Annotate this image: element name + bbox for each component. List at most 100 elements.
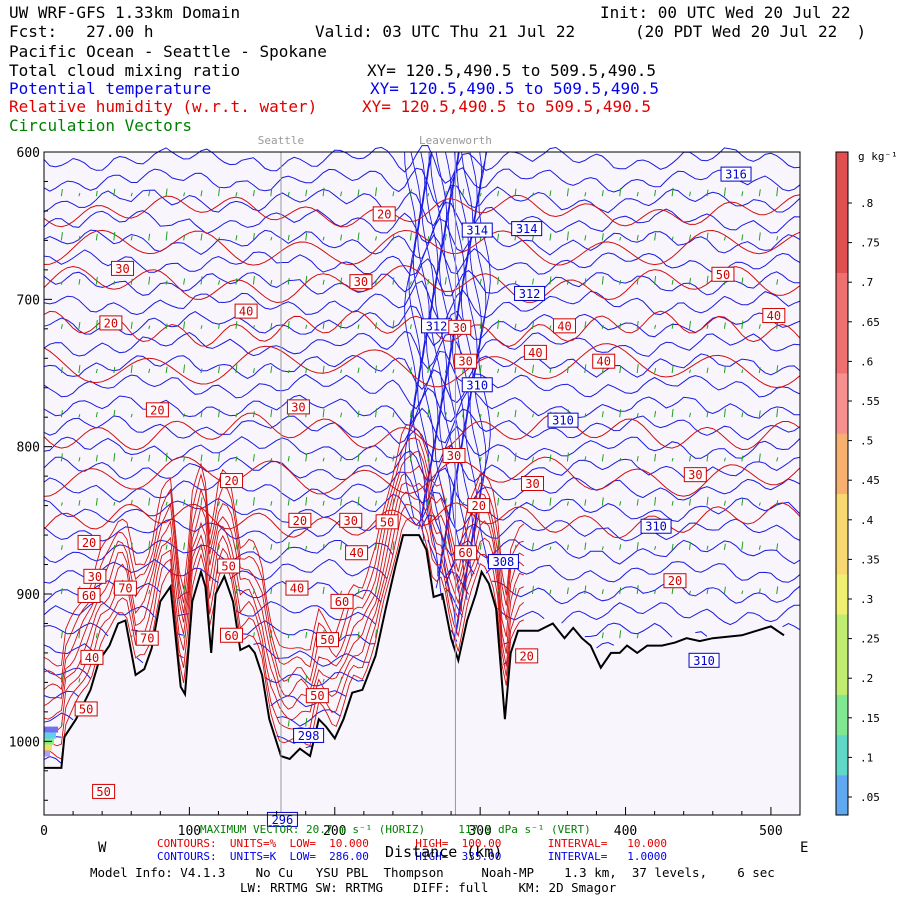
colorbar-tick-label: .3 (860, 593, 873, 606)
circulation-vector (270, 501, 273, 506)
rh-label: 20 (471, 499, 485, 513)
colorbar-segment (836, 674, 848, 695)
circulation-vector (235, 499, 238, 506)
valid-time-local: (20 PDT Wed 20 Jul 22 ) (635, 22, 867, 41)
circulation-vector (340, 633, 343, 639)
circulation-vector (689, 277, 691, 285)
colorbar-tick-label: .25 (860, 633, 880, 646)
circulation-vector (183, 456, 186, 462)
circulation-vector (218, 544, 220, 550)
circulation-vector (601, 632, 604, 639)
circulation-vector (113, 366, 116, 374)
circulation-vector (305, 275, 308, 285)
rh-label: 20 (104, 316, 118, 330)
circulation-vector (566, 587, 569, 595)
circulation-vector (95, 276, 98, 285)
circulation-vector (566, 501, 569, 506)
x-tick-label: 500 (759, 824, 782, 839)
circulation-vector (252, 368, 255, 374)
circulation-vector (776, 236, 779, 241)
circulation-vector (723, 457, 726, 462)
circulation-vector (270, 679, 273, 683)
circulation-vector (218, 188, 220, 197)
circulation-vector (741, 412, 744, 418)
circulation-vector (758, 189, 761, 197)
rh-label: 30 (88, 570, 102, 584)
place-label: Leavenworth (419, 134, 492, 147)
colorbar-tick-label: .1 (860, 751, 873, 764)
rh-label: 70 (140, 632, 154, 646)
circulation-vector (113, 452, 116, 462)
circulation-vector (183, 542, 186, 550)
circulation-vector (549, 190, 552, 197)
forecast-hour: Fcst: 27.00 h (9, 22, 154, 41)
circulation-vector (218, 501, 220, 506)
circulation-vector (305, 367, 308, 374)
circulation-vector (60, 232, 63, 241)
circulation-vector (706, 496, 709, 506)
x-tick-label: 200 (323, 824, 346, 839)
rh-label-box (316, 632, 339, 648)
theta-contour-line (43, 444, 801, 483)
circulation-vector (689, 590, 691, 595)
circulation-vector (444, 541, 447, 550)
circulation-vector (200, 546, 203, 550)
circulation-vector (357, 453, 360, 462)
circulation-vector (322, 543, 325, 550)
colorbar-tick-label: .55 (860, 395, 880, 408)
colorbar: g kg⁻¹ .05 .1 .15 .2 .25 .3 .35 .4 .45 .5 .55 .6 .65.… (835, 150, 898, 816)
theta-label-box (511, 221, 543, 237)
circulation-vector (340, 541, 343, 550)
circulation-vector (60, 410, 63, 418)
rh-label: 30 (458, 355, 472, 369)
circulation-vector (322, 236, 325, 241)
rh-contour-line (43, 517, 525, 760)
circulation-vector (444, 234, 447, 241)
circulation-vector (270, 323, 273, 329)
circulation-vector (584, 413, 587, 418)
circulation-vector (287, 677, 290, 683)
rh-label: 40 (557, 319, 571, 333)
circulation-vector (566, 188, 569, 197)
rh-label-box (77, 534, 101, 550)
circulation-vector (322, 408, 325, 418)
circulation-vector (741, 369, 744, 374)
circulation-vector (270, 457, 273, 462)
circulation-vector (340, 455, 343, 462)
circulation-vector (287, 542, 290, 550)
circulation-vector (287, 191, 290, 197)
rh-label-box (92, 783, 116, 799)
circulation-vector (671, 408, 674, 418)
circulation-vector (305, 453, 308, 462)
circulation-vector (549, 589, 552, 595)
place-label: Seattle (258, 134, 304, 147)
circulation-vector (183, 413, 186, 418)
circulation-vector (392, 412, 395, 418)
circulation-vector (689, 541, 691, 550)
circulation-vector (427, 192, 430, 197)
circulation-vector (235, 413, 238, 418)
circulation-vector (287, 277, 290, 285)
rh-label: 30 (291, 400, 305, 414)
circulation-vector (375, 586, 377, 595)
theta-contour-line (43, 167, 801, 209)
circulation-vector (165, 366, 168, 374)
circulation-vector (636, 321, 639, 329)
circulation-vector (60, 367, 63, 374)
circulation-vector (514, 501, 517, 506)
rh-contour-info: CONTOURS: UNITS=% LOW= 10.000 HIGH= 100.… (157, 837, 667, 850)
circulation-vector (479, 192, 482, 197)
theta-label-box (461, 377, 493, 393)
colorbar-segment (836, 272, 848, 294)
circulation-vector (95, 455, 98, 462)
circulation-vector (148, 276, 151, 285)
circulation-vector (619, 236, 622, 241)
x-axis-label: Distance (km) (385, 843, 503, 861)
circulation-vector (357, 410, 360, 418)
circulation-vector (584, 456, 587, 462)
rh-label: 50 (96, 785, 110, 799)
theta-contour-line (43, 407, 801, 445)
rh-contour-line (43, 450, 525, 690)
circulation-vector (130, 456, 133, 462)
colorbar-segment (836, 473, 848, 495)
